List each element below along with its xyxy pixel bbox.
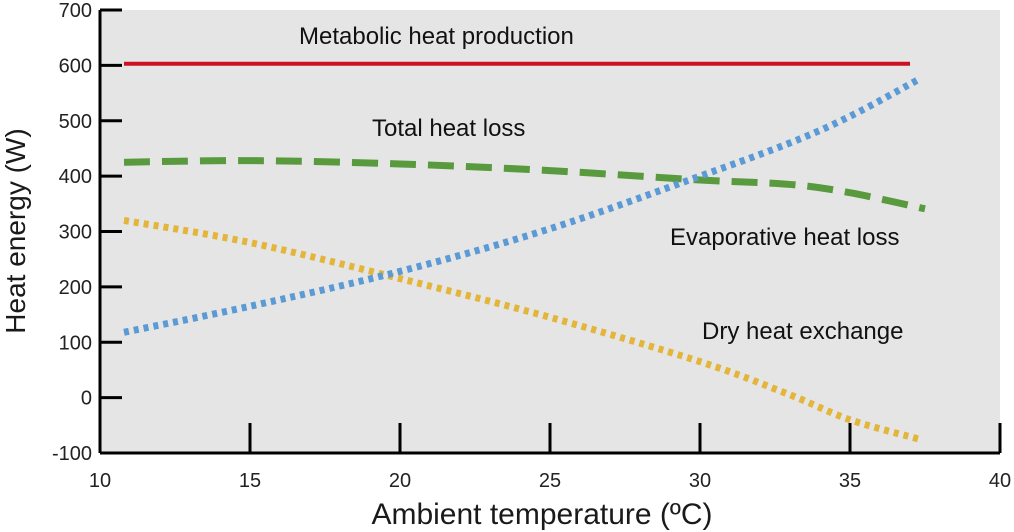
y-tick-label: 0 (81, 388, 92, 410)
x-tick-label: 25 (539, 470, 561, 492)
plot-area (100, 10, 1000, 453)
y-tick-label: -100 (52, 443, 92, 465)
evaporative-heat-loss-line (123, 157, 926, 213)
y-tick-label: 400 (59, 166, 92, 188)
x-tick-label: 35 (839, 470, 861, 492)
y-tick-label: 700 (59, 0, 92, 22)
annotation-label: Dry heat exchange (702, 318, 903, 345)
x-tick-label: 15 (239, 470, 261, 492)
annotation-label: Total heat loss (372, 115, 525, 142)
x-tick-label: 30 (689, 470, 711, 492)
x-tick-label: 20 (389, 470, 411, 492)
y-tick-label: 100 (59, 332, 92, 354)
x-tick-label: 10 (89, 470, 111, 492)
y-tick-label: 600 (59, 55, 92, 77)
y-tick-label: 300 (59, 222, 92, 244)
y-axis-title: Heat energy (W) (0, 128, 31, 333)
annotation-label: Metabolic heat production (299, 23, 574, 50)
series-line-4 (123, 76, 921, 336)
y-tick-label: 500 (59, 111, 92, 133)
x-tick-label: 40 (989, 470, 1011, 492)
y-tick-label: 200 (59, 277, 92, 299)
annotation-label: Evaporative heat loss (670, 224, 899, 251)
x-axis-title: Ambient temperature (ºC) (371, 498, 712, 531)
dry-heat-exchange-line (123, 216, 920, 443)
